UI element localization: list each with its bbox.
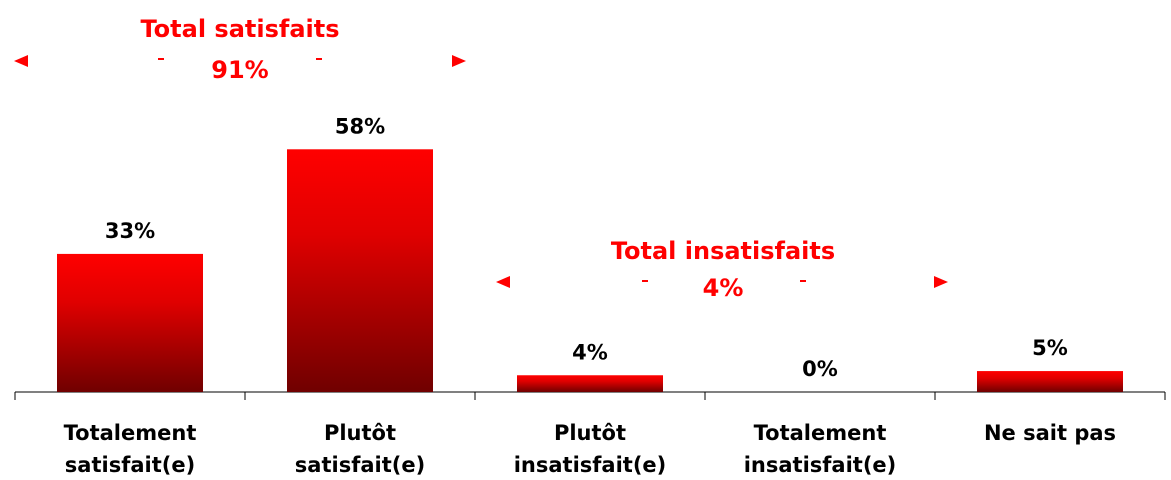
x-tick-label: Plutôt [554,421,626,445]
annotation-satisfaits: Total satisfaits 91% [14,15,466,84]
bar [57,253,203,392]
bar [517,375,663,392]
dash [642,280,648,282]
data-label: 4% [572,340,608,364]
bar [977,371,1123,392]
data-label: 33% [105,219,155,243]
annotation-title: Total satisfaits [140,15,339,43]
dash [158,58,164,60]
arrow-left [14,55,28,67]
annotation-insatisfaits: Total insatisfaits 4% [496,237,948,302]
x-tick-label: Totalement [754,421,887,445]
dash [316,58,322,60]
x-tick-label: Ne sait pas [984,421,1116,445]
data-label: 0% [802,357,838,381]
x-tick-label: Plutôt [324,421,396,445]
x-tick-label: insatisfait(e) [744,453,897,477]
x-tick-label: satisfait(e) [65,453,195,477]
x-tick-label: insatisfait(e) [514,453,667,477]
data-label: 58% [335,114,385,138]
arrow-left [496,276,510,288]
annotation-label: 4% [703,274,744,302]
x-tick-label: Totalement [64,421,197,445]
annotation-label: 91% [211,56,268,84]
x-tick-label: satisfait(e) [295,453,425,477]
arrow-right [452,55,466,67]
annotation-title: Total insatisfaits [611,237,835,265]
arrow-right [934,276,948,288]
bar [287,149,433,392]
data-label: 5% [1032,336,1068,360]
dash [800,280,806,282]
